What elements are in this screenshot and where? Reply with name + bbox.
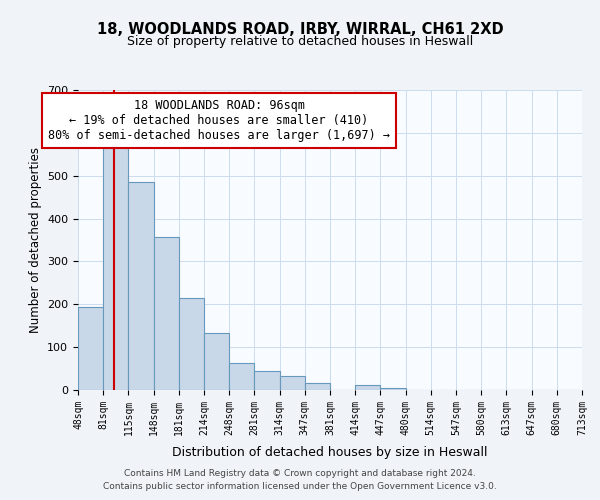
Bar [179, 298, 204, 390]
Bar [280, 376, 305, 390]
Text: 18 WOODLANDS ROAD: 96sqm
← 19% of detached houses are smaller (410)
80% of semi-: 18 WOODLANDS ROAD: 96sqm ← 19% of detach… [48, 99, 390, 142]
Bar [254, 370, 280, 390]
Bar [380, 388, 406, 390]
Text: 18, WOODLANDS ROAD, IRBY, WIRRAL, CH61 2XD: 18, WOODLANDS ROAD, IRBY, WIRRAL, CH61 2… [97, 22, 503, 38]
Bar [204, 332, 229, 390]
Bar [305, 383, 330, 390]
Bar [103, 142, 128, 390]
Bar [128, 182, 154, 390]
Text: Size of property relative to detached houses in Heswall: Size of property relative to detached ho… [127, 35, 473, 48]
Y-axis label: Number of detached properties: Number of detached properties [29, 147, 41, 333]
Bar [154, 238, 179, 390]
Bar [355, 386, 380, 390]
X-axis label: Distribution of detached houses by size in Heswall: Distribution of detached houses by size … [172, 446, 488, 459]
Text: Contains HM Land Registry data © Crown copyright and database right 2024.: Contains HM Land Registry data © Crown c… [124, 468, 476, 477]
Bar [78, 308, 103, 390]
Text: Contains public sector information licensed under the Open Government Licence v3: Contains public sector information licen… [103, 482, 497, 491]
Bar [229, 363, 254, 390]
